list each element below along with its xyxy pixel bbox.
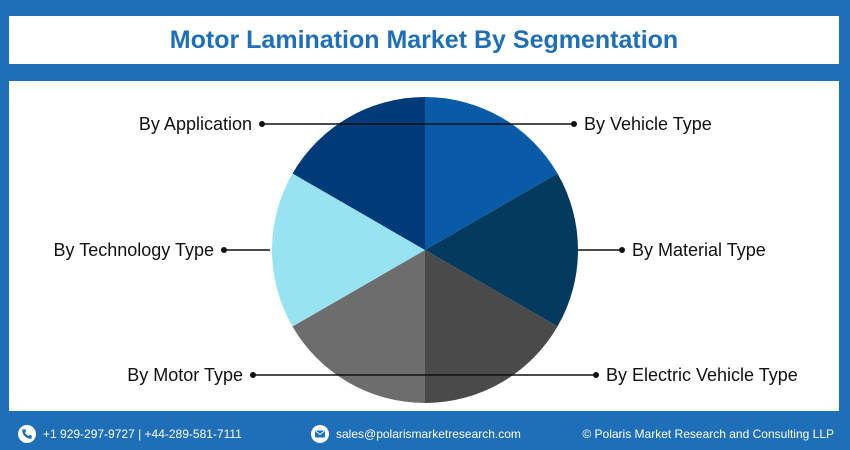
pie-slice-by-application [292, 97, 425, 250]
footer-email-text[interactable]: sales@polarismarketresearch.com [336, 426, 521, 441]
leader-dot-by-material-type [619, 247, 625, 253]
pie-slice-by-electric-vehicle-type [425, 250, 558, 403]
leader-dot-by-application [259, 121, 265, 127]
footer-copyright: © Polaris Market Research and Consulting… [582, 417, 834, 450]
phone-icon [18, 424, 36, 443]
pie-slices [272, 97, 578, 403]
email-icon [311, 424, 329, 443]
slice-label-by-motor-type: By Motor Type [127, 365, 243, 385]
footer-phone: +1 929-297-9727 | +44-289-581-7111 [18, 417, 242, 450]
slice-label-by-electric-vehicle-type: By Electric Vehicle Type [606, 365, 798, 385]
footer-phone-text: +1 929-297-9727 | +44-289-581-7111 [43, 426, 242, 441]
page-title: Motor Lamination Market By Segmentation [169, 25, 679, 54]
footer-copyright-text: © Polaris Market Research and Consulting… [582, 426, 834, 441]
pie-labels: By Vehicle Type By Material Type By Electr… [54, 114, 798, 385]
leader-dot-by-electric-vehicle-type [593, 372, 599, 378]
leader-dot-by-motor-type [250, 372, 256, 378]
slice-label-by-material-type: By Material Type [632, 240, 766, 260]
pie-slice-by-technology-type [272, 173, 425, 327]
leader-dot-by-technology-type [221, 247, 227, 253]
pie-chart: By Vehicle Type By Material Type By Electr… [54, 97, 798, 403]
slice-label-by-application: By Application [139, 114, 252, 134]
pie-slice-by-motor-type [292, 250, 425, 403]
slice-label-by-vehicle-type: By Vehicle Type [584, 114, 712, 134]
footer-email: sales@polarismarketresearch.com [311, 417, 521, 450]
title-banner: Motor Lamination Market By Segmentation [9, 16, 839, 64]
footer-bar: +1 929-297-9727 | +44-289-581-7111 sales… [0, 417, 850, 450]
pie-slice-by-material-type [425, 173, 578, 327]
pie-slice-by-vehicle-type [425, 97, 558, 250]
slice-label-by-technology-type: By Technology Type [54, 240, 214, 260]
leader-dot-by-vehicle-type [571, 121, 577, 127]
